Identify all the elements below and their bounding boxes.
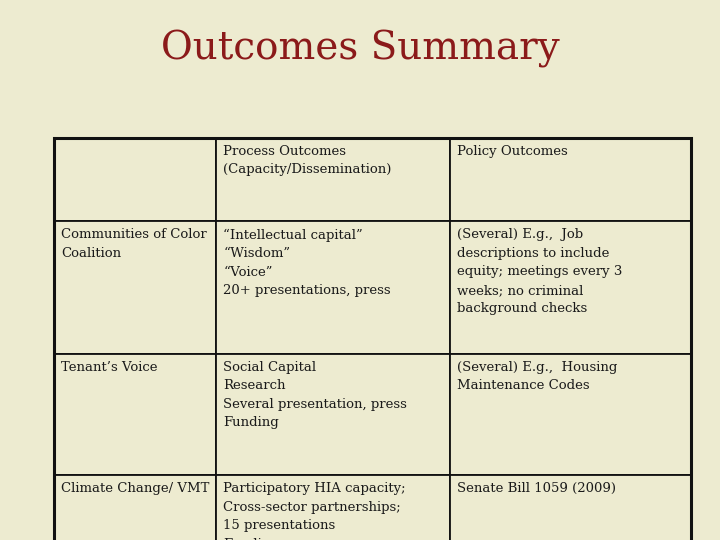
Text: Communities of Color
Coalition: Communities of Color Coalition <box>61 228 207 260</box>
Text: (Several) E.g.,  Job
descriptions to include
equity; meetings every 3
weeks; no : (Several) E.g., Job descriptions to incl… <box>457 228 623 315</box>
Text: Policy Outcomes: Policy Outcomes <box>457 145 568 158</box>
Text: Outcomes Summary: Outcomes Summary <box>161 30 559 68</box>
Bar <box>450 354 691 475</box>
Text: Tenant’s Voice: Tenant’s Voice <box>61 361 158 374</box>
Text: “Intellectual capital”
“Wisdom”
“Voice”
20+ presentations, press: “Intellectual capital” “Wisdom” “Voice” … <box>223 228 391 297</box>
Bar <box>450 221 691 354</box>
Bar <box>54 475 216 540</box>
Bar <box>54 354 216 475</box>
Bar <box>54 138 691 540</box>
Bar <box>216 354 450 475</box>
Bar <box>216 221 450 354</box>
Bar <box>216 475 450 540</box>
Bar <box>450 475 691 540</box>
Text: Climate Change/ VMT: Climate Change/ VMT <box>61 482 210 495</box>
Text: Process Outcomes
(Capacity/Dissemination): Process Outcomes (Capacity/Dissemination… <box>223 145 392 176</box>
Bar <box>216 138 450 221</box>
Text: Senate Bill 1059 (2009): Senate Bill 1059 (2009) <box>457 482 616 495</box>
Text: Participatory HIA capacity;
Cross-sector partnerships;
15 presentations
Funding: Participatory HIA capacity; Cross-sector… <box>223 482 406 540</box>
Text: (Several) E.g.,  Housing
Maintenance Codes: (Several) E.g., Housing Maintenance Code… <box>457 361 618 392</box>
Text: Social Capital
Research
Several presentation, press
Funding: Social Capital Research Several presenta… <box>223 361 407 429</box>
Bar <box>54 138 216 221</box>
Bar <box>54 221 216 354</box>
Bar <box>450 138 691 221</box>
